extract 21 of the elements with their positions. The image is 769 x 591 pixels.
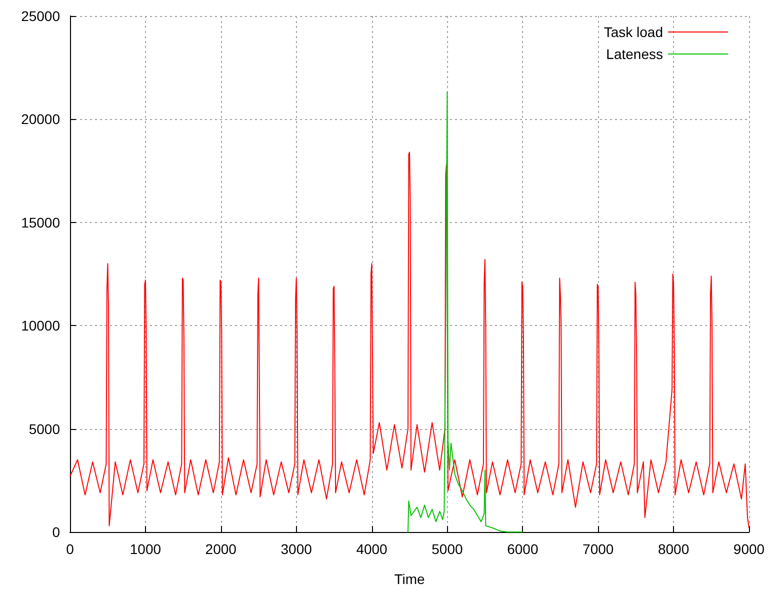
x-tick-label: 3000 [280, 541, 312, 557]
y-tick-label: 20000 [21, 111, 60, 128]
y-tick-label: 15000 [21, 214, 60, 230]
line-series [70, 152, 750, 528]
x-tick-label: 9000 [733, 541, 765, 557]
x-tick-label: 7000 [582, 541, 614, 557]
y-tick-label: 5000 [28, 420, 60, 437]
x-tick-label: 2000 [205, 541, 237, 557]
x-tick-label: 1000 [130, 541, 162, 557]
x-tick-label: 8000 [658, 541, 690, 557]
line-series [406, 92, 524, 532]
y-tick-label: 10000 [21, 318, 60, 334]
legend-label: Task load [604, 24, 663, 40]
x-tick-label: 5000 [432, 541, 463, 557]
x-tick-label: 6000 [507, 541, 538, 557]
x-tick-label: 4000 [356, 541, 388, 557]
y-tick-label: 0 [52, 524, 60, 540]
x-tick-label: 0 [66, 541, 74, 557]
legend-label: Lateness [606, 46, 663, 62]
y-tick-label: 25000 [21, 8, 60, 24]
x-axis-title: Time [394, 571, 426, 587]
